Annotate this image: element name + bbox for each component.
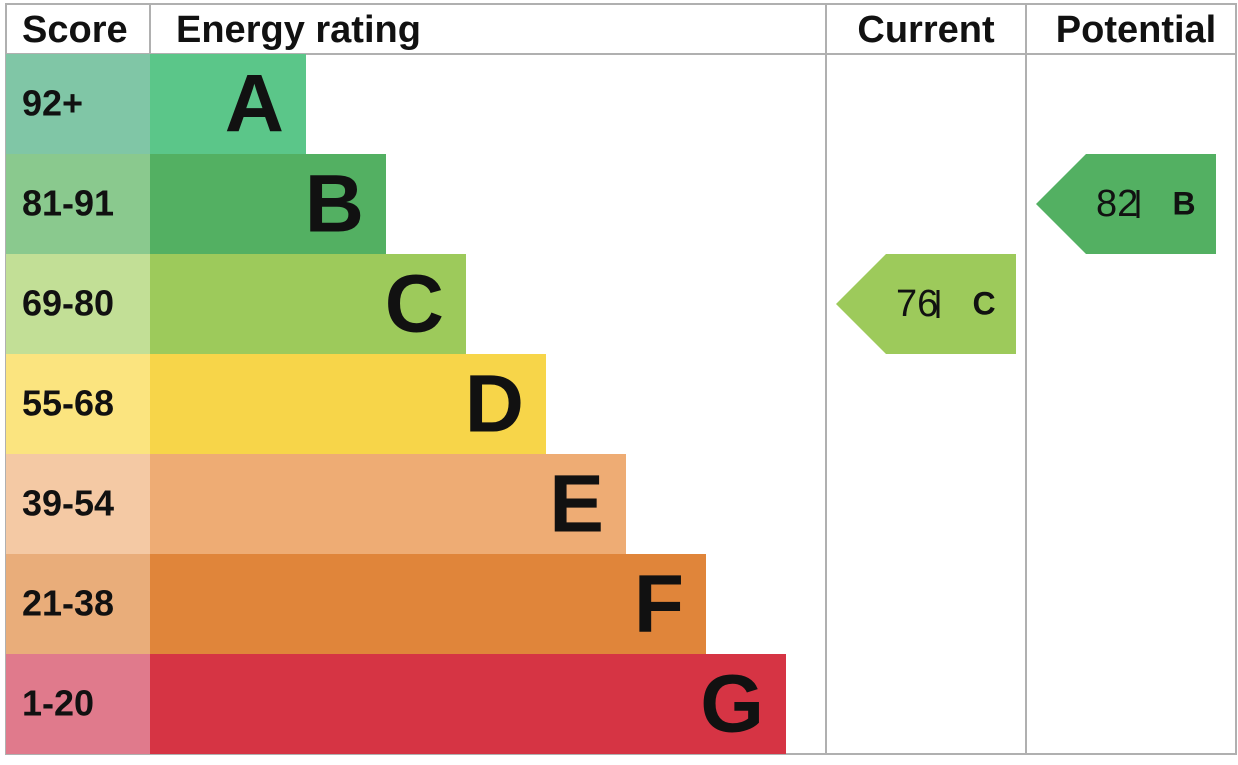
potential-letter: B (1172, 185, 1195, 221)
header-score: Score (22, 9, 128, 51)
potential-arrow (1036, 154, 1216, 254)
score-cell (6, 554, 150, 654)
rating-bar (150, 454, 626, 554)
current-value: 76 (896, 283, 938, 325)
rating-bar (150, 254, 466, 354)
score-cell (6, 154, 150, 254)
current-letter: C (972, 285, 995, 321)
rating-letter: G (700, 659, 764, 750)
score-cell (6, 54, 150, 154)
score-range: 81-91 (22, 183, 114, 224)
rating-bar (150, 554, 706, 654)
rating-bar (150, 654, 786, 754)
rating-letter: C (385, 259, 444, 350)
rating-letter: D (465, 359, 524, 450)
header-potential: Potential (1056, 9, 1216, 51)
rating-bar (150, 54, 306, 154)
potential-value: 82 (1096, 183, 1138, 225)
score-range: 55-68 (22, 383, 114, 424)
rating-bar (150, 154, 386, 254)
score-cell (6, 654, 150, 754)
header-rating: Energy rating (176, 9, 421, 51)
score-range: 92+ (22, 83, 83, 124)
header-current: Current (857, 9, 995, 51)
rating-letter: F (634, 559, 684, 650)
current-arrow (836, 254, 1016, 354)
score-cell (6, 254, 150, 354)
score-range: 21-38 (22, 583, 114, 624)
rating-letter: E (549, 459, 604, 550)
rating-letter: B (305, 159, 364, 250)
score-cell (6, 354, 150, 454)
score-range: 1-20 (22, 683, 94, 724)
score-cell (6, 454, 150, 554)
rating-bar (150, 354, 546, 454)
score-range: 39-54 (22, 483, 114, 524)
score-range: 69-80 (22, 283, 114, 324)
rating-letter: A (225, 59, 284, 150)
